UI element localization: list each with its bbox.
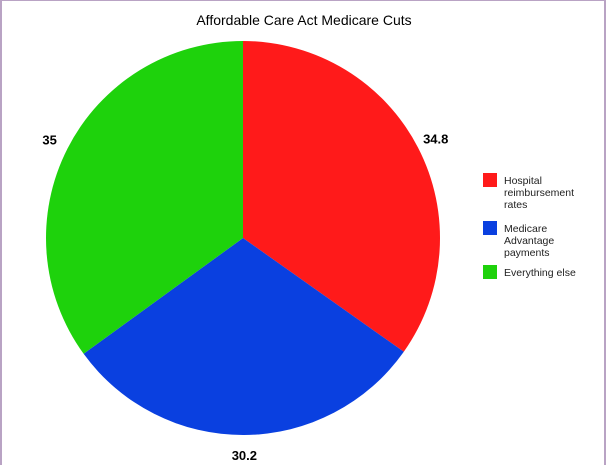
legend-item: Everything else: [483, 265, 576, 279]
legend-swatch: [483, 173, 497, 187]
slice-value-label: 34.8: [423, 131, 448, 146]
pie-slice: [243, 41, 440, 352]
chart-title: Affordable Care Act Medicare Cuts: [196, 12, 411, 28]
legend-label: Advantage: [504, 235, 554, 247]
slice-value-label: 35: [42, 132, 56, 147]
legend-label: reimbursement: [504, 187, 574, 199]
legend-label: Everything else: [504, 267, 576, 279]
legend-label: rates: [504, 199, 527, 211]
pie-slice: [46, 41, 243, 354]
legend-label: Hospital: [504, 175, 542, 187]
pie-slice: [83, 238, 404, 436]
legend-swatch: [483, 265, 497, 279]
legend-label: Medicare: [504, 223, 547, 235]
legend-label: payments: [504, 247, 550, 259]
slice-value-label: 30.2: [232, 448, 257, 463]
legend-swatch: [483, 221, 497, 235]
